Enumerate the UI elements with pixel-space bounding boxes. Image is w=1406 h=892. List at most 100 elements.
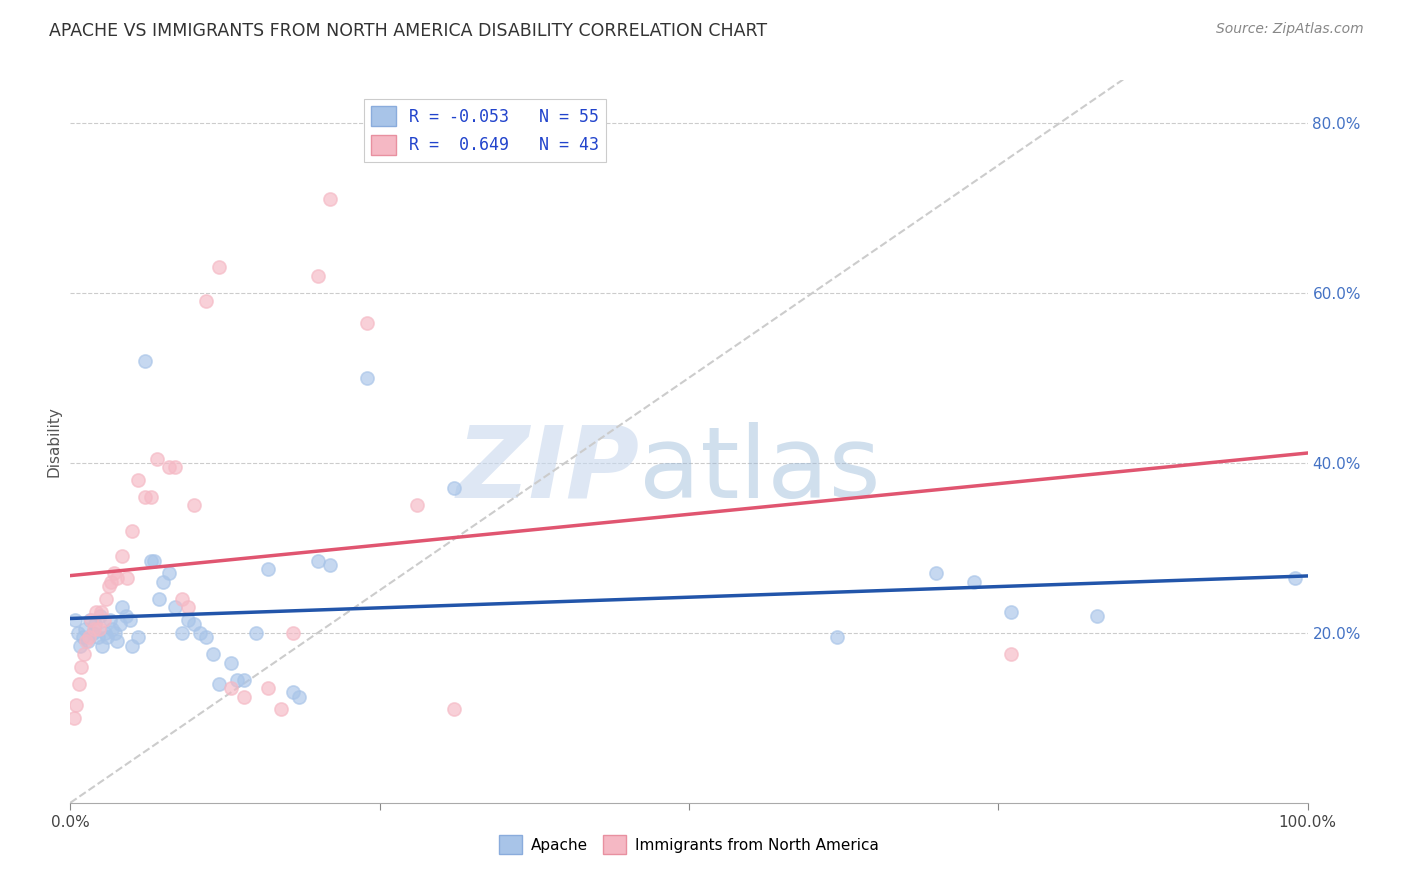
Y-axis label: Disability: Disability: [46, 406, 62, 477]
Point: [65, 698, 87, 712]
Point: [157, 566, 180, 581]
Point: [121, 639, 143, 653]
Point: [170, 591, 193, 606]
Point: [281, 625, 304, 640]
Point: [115, 608, 138, 623]
Point: [82, 625, 104, 640]
Point: [77, 630, 100, 644]
Point: [93, 613, 115, 627]
Legend: Apache, Immigrants from North America: Apache, Immigrants from North America: [492, 830, 886, 860]
Point: [91, 639, 114, 653]
Point: [86, 630, 108, 644]
Point: [219, 681, 242, 695]
Point: [139, 490, 162, 504]
Point: [98, 613, 121, 627]
Point: [405, 498, 427, 512]
Point: [89, 608, 111, 623]
Point: [75, 622, 97, 636]
Point: [443, 702, 465, 716]
Point: [232, 690, 254, 704]
Point: [127, 473, 149, 487]
Point: [103, 566, 125, 581]
Point: [121, 524, 143, 538]
Point: [1284, 570, 1306, 584]
Point: [208, 260, 231, 275]
Point: [165, 460, 187, 475]
Point: [307, 553, 329, 567]
Point: [65, 613, 87, 627]
Point: [170, 625, 193, 640]
Point: [134, 490, 156, 504]
Point: [139, 553, 162, 567]
Point: [356, 371, 378, 385]
Point: [443, 481, 465, 495]
Point: [108, 617, 131, 632]
Point: [195, 630, 218, 644]
Point: [70, 660, 93, 674]
Point: [281, 685, 304, 699]
Point: [319, 558, 342, 572]
Point: [257, 681, 280, 695]
Point: [67, 677, 90, 691]
Point: [90, 605, 112, 619]
Point: [105, 634, 128, 648]
Point: [87, 622, 110, 636]
Point: [143, 553, 166, 567]
Point: [127, 630, 149, 644]
Point: [257, 562, 280, 576]
Point: [152, 574, 174, 589]
Point: [232, 673, 254, 687]
Point: [288, 690, 311, 704]
Point: [63, 711, 86, 725]
Point: [270, 702, 292, 716]
Point: [101, 622, 124, 636]
Point: [146, 451, 169, 466]
Text: ZIP: ZIP: [457, 422, 640, 519]
Point: [356, 316, 378, 330]
Point: [76, 634, 98, 648]
Point: [183, 617, 205, 632]
Point: [111, 549, 134, 564]
Point: [165, 600, 187, 615]
Point: [219, 656, 242, 670]
Point: [80, 613, 103, 627]
Point: [183, 498, 205, 512]
Point: [148, 591, 170, 606]
Text: APACHE VS IMMIGRANTS FROM NORTH AMERICA DISABILITY CORRELATION CHART: APACHE VS IMMIGRANTS FROM NORTH AMERICA …: [49, 22, 768, 40]
Point: [83, 622, 105, 636]
Point: [96, 630, 118, 644]
Point: [827, 630, 849, 644]
Point: [115, 570, 138, 584]
Point: [66, 625, 89, 640]
Point: [100, 574, 122, 589]
Point: [177, 600, 200, 615]
Point: [226, 673, 249, 687]
Point: [201, 647, 224, 661]
Point: [319, 192, 342, 206]
Point: [195, 294, 218, 309]
Point: [79, 613, 101, 627]
Point: [111, 600, 134, 615]
Point: [94, 625, 117, 640]
Point: [84, 617, 107, 632]
Point: [97, 579, 120, 593]
Text: Source: ZipAtlas.com: Source: ZipAtlas.com: [1216, 22, 1364, 37]
Point: [1000, 605, 1022, 619]
Point: [962, 574, 984, 589]
Point: [84, 605, 107, 619]
Point: [105, 570, 128, 584]
Point: [157, 460, 180, 475]
Point: [75, 634, 97, 648]
Point: [104, 625, 127, 640]
Point: [177, 613, 200, 627]
Point: [188, 625, 211, 640]
Point: [245, 625, 267, 640]
Point: [69, 639, 91, 653]
Point: [73, 647, 96, 661]
Point: [118, 613, 141, 627]
Point: [1000, 647, 1022, 661]
Point: [1085, 608, 1108, 623]
Text: atlas: atlas: [640, 422, 882, 519]
Point: [134, 353, 156, 368]
Point: [72, 630, 94, 644]
